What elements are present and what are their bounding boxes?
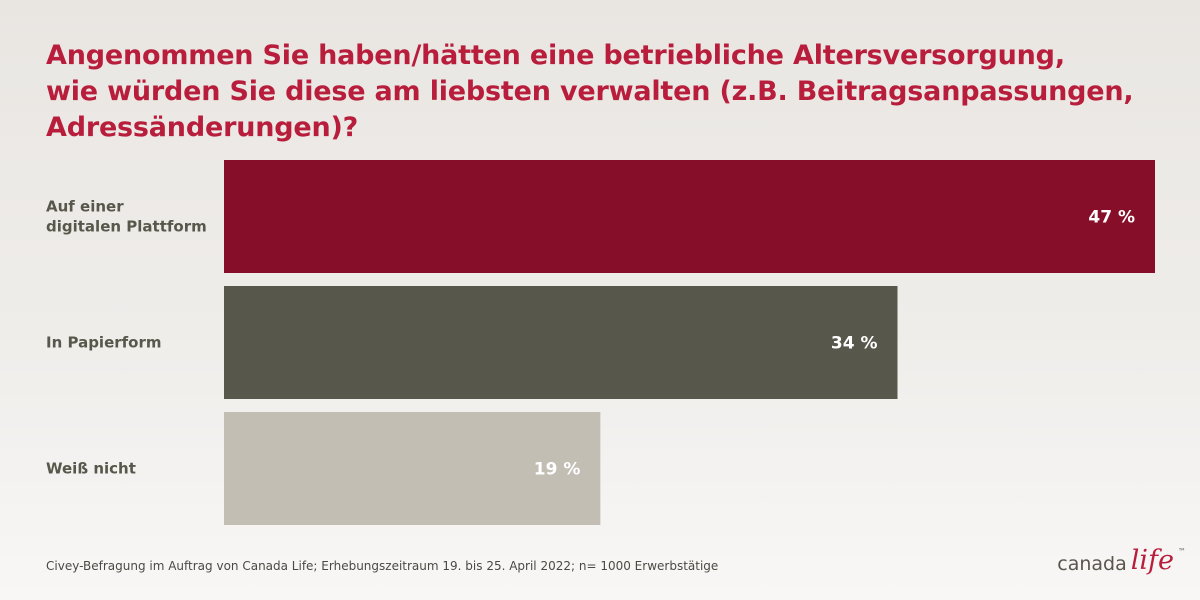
title-line-1: Angenommen Sie haben/hätten eine betrieb… [46, 40, 1065, 71]
logo-word-life: life [1130, 545, 1174, 576]
logo-trademark: ™ [1178, 547, 1186, 556]
category-label-1-line-2: digitalen Plattform [46, 218, 207, 236]
category-label-1-line-1: Auf einer [46, 198, 124, 216]
category-label-2: In Papierform [46, 334, 162, 352]
value-label-1: 47 % [1088, 208, 1135, 228]
logo-word-canada: canada [1057, 553, 1127, 575]
title-line-2: wie würden Sie diese am liebsten verwalt… [46, 76, 1134, 107]
bar-2 [224, 286, 898, 399]
title-line-3: Adressänderungen)? [46, 112, 359, 143]
category-label-3: Weiß nicht [46, 460, 136, 478]
chart-title: Angenommen Sie haben/hätten eine betrieb… [46, 38, 1166, 146]
bar-1 [224, 160, 1155, 273]
bar-3 [224, 412, 601, 525]
value-label-2: 34 % [831, 334, 878, 354]
source-footnote: Civey-Befragung im Auftrag von Canada Li… [46, 559, 719, 573]
value-label-3: 19 % [534, 460, 581, 480]
canada-life-logo: canada life ™ [1057, 545, 1186, 576]
